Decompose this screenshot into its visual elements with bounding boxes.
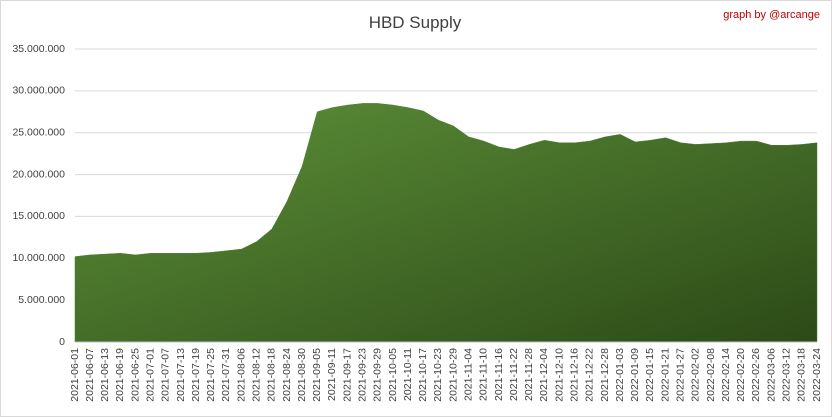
x-tick-label: 2022-01-21: [659, 348, 671, 402]
x-tick-label: 2021-07-01: [144, 348, 156, 402]
x-tick-label: 2022-02-02: [690, 348, 702, 402]
x-tick-label: 2021-09-11: [326, 348, 338, 401]
y-tick-label: 5.000.000: [18, 294, 65, 306]
x-tick-label: 2021-10-29: [447, 348, 459, 402]
x-tick-label: 2021-06-13: [99, 348, 111, 402]
x-tick-label: 2021-07-07: [160, 348, 172, 402]
x-tick-label: 2021-07-13: [175, 348, 187, 402]
x-tick-label: 2021-08-18: [266, 348, 278, 402]
y-tick-label: 10.000.000: [12, 252, 65, 264]
x-tick-label: 2021-12-04: [538, 348, 550, 402]
chart-title: HBD Supply: [369, 13, 462, 32]
x-tick-label: 2021-10-05: [387, 348, 399, 402]
x-tick-label: 2021-10-17: [417, 348, 429, 402]
y-tick-label: 20.000.000: [12, 168, 65, 180]
x-tick-label: 2022-03-06: [765, 348, 777, 402]
x-tick-label: 2022-03-12: [780, 348, 792, 402]
annotation: graph by @arcange: [723, 9, 820, 21]
x-tick-label: 2021-11-22: [508, 348, 520, 401]
x-tick-label: 2021-07-25: [205, 348, 217, 402]
x-tick-label: 2021-07-31: [220, 348, 232, 402]
x-tick-label: 2022-02-14: [720, 348, 732, 402]
y-tick-label: 25.000.000: [12, 126, 65, 138]
x-tick-label: 2021-07-19: [190, 348, 202, 402]
x-tick-label: 2021-12-10: [553, 348, 565, 402]
x-tick-label: 2021-06-25: [129, 348, 141, 402]
x-tick-label: 2021-09-05: [311, 348, 323, 402]
x-tick-label: 2021-11-04: [462, 348, 474, 401]
x-tick-label: 2022-02-26: [750, 348, 762, 402]
x-tick-label: 2021-08-12: [250, 348, 262, 402]
x-tick-label: 2022-01-15: [644, 348, 656, 402]
x-tick-label: 2022-01-27: [674, 348, 686, 402]
x-tick-label: 2021-06-07: [84, 348, 96, 402]
x-tick-label: 2021-09-17: [341, 348, 353, 402]
y-tick-label: 15.000.000: [12, 210, 65, 222]
x-tick-label: 2022-01-09: [629, 348, 641, 402]
x-tick-label: 2021-12-28: [599, 348, 611, 402]
x-tick-label: 2021-08-30: [296, 348, 308, 402]
x-tick-label: 2021-08-06: [235, 348, 247, 402]
y-tick-label: 0: [59, 336, 65, 348]
x-tick-label: 2022-01-03: [614, 348, 626, 402]
x-tick-label: 2021-06-19: [114, 348, 126, 402]
x-tick-label: 2021-08-24: [281, 348, 293, 402]
x-tick-label: 2021-11-28: [523, 348, 535, 401]
area: [74, 103, 818, 343]
x-tick-label: 2021-12-16: [568, 348, 580, 402]
x-tick-label: 2021-11-10: [478, 348, 490, 401]
x-tick-label: 2021-06-01: [69, 348, 81, 402]
x-tick-label: 2022-03-18: [796, 348, 808, 402]
x-tick-label: 2021-10-23: [432, 348, 444, 402]
x-tick-label: 2021-12-22: [584, 348, 596, 402]
x-tick-label: 2021-10-11: [402, 348, 414, 401]
x-tick-label: 2021-09-23: [356, 348, 368, 402]
y-tick-label: 35.000.000: [12, 43, 65, 55]
x-tick-label: 2022-02-20: [735, 348, 747, 402]
y-tick-label: 30.000.000: [12, 85, 65, 97]
x-tick-label: 2021-11-16: [493, 348, 505, 401]
x-tick-label: 2021-09-29: [372, 348, 384, 402]
x-tick-label: 2022-02-08: [705, 348, 717, 402]
x-tick-label: 2022-03-24: [811, 348, 823, 402]
